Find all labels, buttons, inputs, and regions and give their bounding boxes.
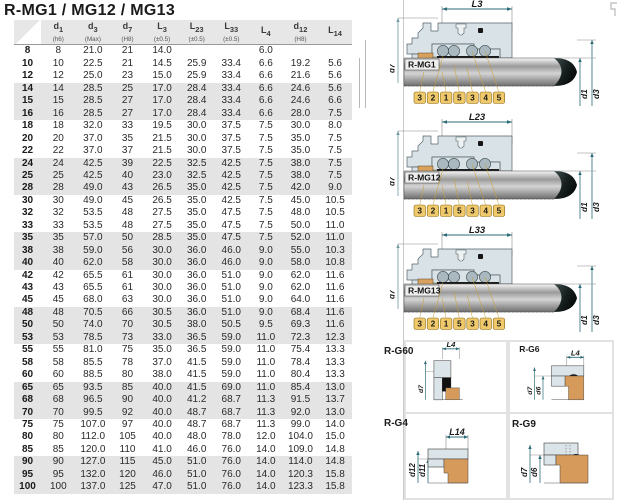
svg-text:5: 5 (497, 93, 502, 103)
svg-text:d7: d7 (390, 176, 397, 186)
svg-text:1: 1 (444, 93, 449, 103)
svg-text:d6: d6 (530, 467, 539, 477)
svg-text:3: 3 (470, 206, 475, 216)
svg-text:5: 5 (497, 319, 502, 329)
svg-text:3: 3 (417, 206, 422, 216)
svg-text:L14: L14 (449, 427, 465, 437)
svg-text:d3: d3 (591, 89, 601, 99)
svg-text:d3: d3 (591, 202, 601, 212)
svg-text:d7: d7 (520, 467, 529, 477)
svg-text:L4: L4 (446, 342, 456, 349)
svg-text:d7: d7 (527, 386, 534, 395)
svg-text:R-MG1: R-MG1 (408, 60, 436, 70)
svg-text:d7: d7 (390, 289, 397, 299)
svg-text:d6: d6 (535, 387, 542, 395)
svg-text:4: 4 (483, 93, 488, 103)
svg-text:R-MG13: R-MG13 (408, 286, 441, 296)
svg-text:d1: d1 (579, 202, 589, 212)
svg-text:d3: d3 (591, 315, 601, 325)
svg-text:d1: d1 (579, 89, 589, 99)
svg-text:R-G9: R-G9 (512, 419, 536, 430)
svg-text:d7: d7 (418, 384, 425, 393)
svg-text:d11: d11 (418, 463, 427, 477)
svg-text:R-G6: R-G6 (519, 344, 540, 354)
svg-text:d1: d1 (579, 315, 589, 325)
svg-text:3: 3 (417, 319, 422, 329)
svg-text:1: 1 (444, 319, 449, 329)
svg-text:L23: L23 (469, 113, 486, 123)
svg-text:L33: L33 (469, 226, 486, 236)
svg-text:3: 3 (470, 93, 475, 103)
svg-text:3: 3 (470, 319, 475, 329)
svg-text:5: 5 (457, 206, 462, 216)
svg-text:d7: d7 (390, 63, 397, 73)
svg-text:3: 3 (417, 93, 422, 103)
svg-text:5: 5 (497, 206, 502, 216)
svg-text:1: 1 (444, 206, 449, 216)
svg-text:4: 4 (483, 206, 488, 216)
svg-text:5: 5 (457, 319, 462, 329)
svg-text:d12: d12 (408, 463, 417, 477)
svg-text:5: 5 (457, 93, 462, 103)
svg-text:L3: L3 (471, 0, 483, 10)
svg-text:2: 2 (431, 93, 436, 103)
svg-text:L4: L4 (571, 349, 581, 358)
svg-text:2: 2 (431, 319, 436, 329)
svg-text:4: 4 (483, 319, 488, 329)
svg-text:R-MG12: R-MG12 (408, 173, 441, 183)
svg-text:2: 2 (431, 206, 436, 216)
